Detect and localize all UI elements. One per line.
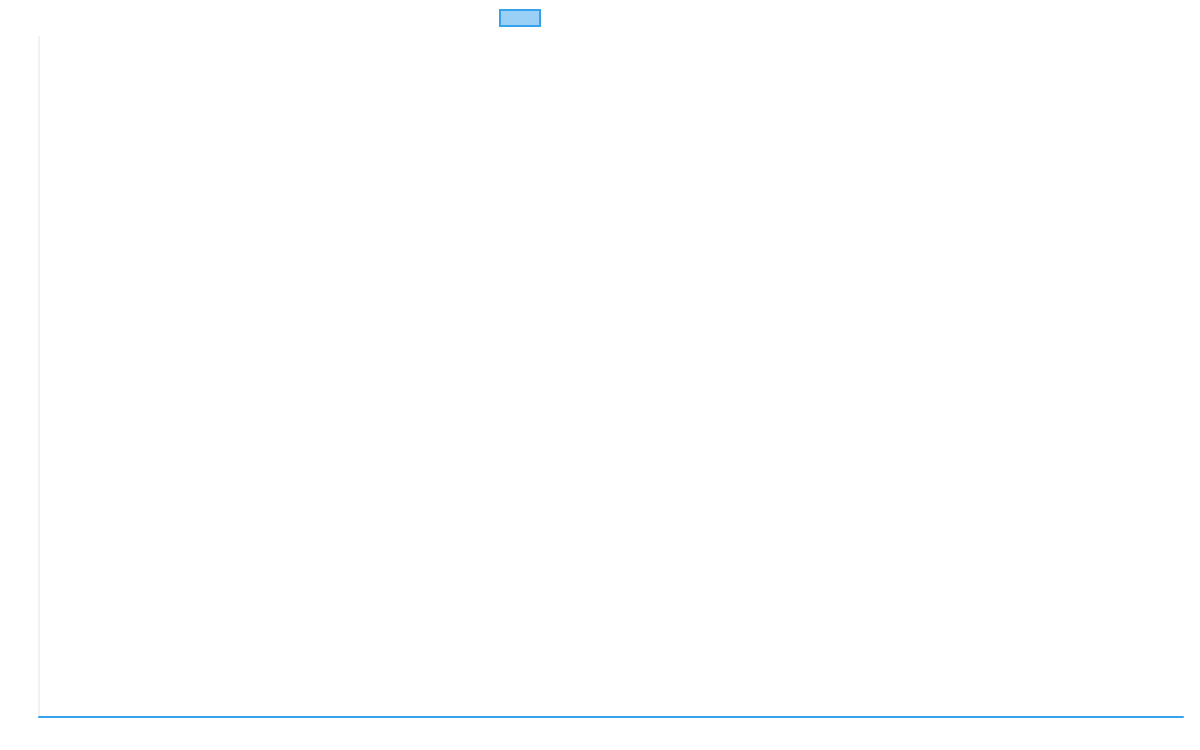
legend [499, 9, 541, 27]
legend-swatch[interactable] [499, 9, 541, 27]
axes [38, 36, 1183, 718]
